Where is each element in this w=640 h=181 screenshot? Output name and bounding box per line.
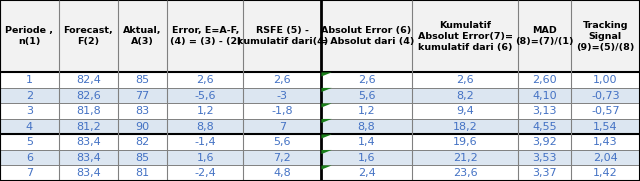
Text: 4: 4 xyxy=(26,122,33,132)
Polygon shape xyxy=(321,88,332,92)
Text: 3,37: 3,37 xyxy=(532,168,557,178)
Text: 1,2: 1,2 xyxy=(358,106,376,116)
Text: Tracking
Signal
(9)=(5)/(8): Tracking Signal (9)=(5)/(8) xyxy=(576,21,634,52)
Text: RSFE (5) -
kumulatif dari(4): RSFE (5) - kumulatif dari(4) xyxy=(237,26,328,46)
Text: 77: 77 xyxy=(136,91,150,101)
Text: 4,10: 4,10 xyxy=(532,91,557,101)
Text: 3: 3 xyxy=(26,106,33,116)
Text: 23,6: 23,6 xyxy=(452,168,477,178)
Text: 19,6: 19,6 xyxy=(452,137,477,147)
Text: 5: 5 xyxy=(26,137,33,147)
Text: 3,13: 3,13 xyxy=(532,106,557,116)
Text: 8,2: 8,2 xyxy=(456,91,474,101)
Text: 4,55: 4,55 xyxy=(532,122,557,132)
Text: 82: 82 xyxy=(136,137,150,147)
Text: 1,43: 1,43 xyxy=(593,137,618,147)
Text: 2: 2 xyxy=(26,91,33,101)
Text: 83,4: 83,4 xyxy=(76,153,101,163)
Text: 1,6: 1,6 xyxy=(196,153,214,163)
Text: MAD
(8)=(7)/(1): MAD (8)=(7)/(1) xyxy=(515,26,573,46)
Text: Kumulatif
Absolut Error(7)=
kumulatif dari (6): Kumulatif Absolut Error(7)= kumulatif da… xyxy=(417,21,513,52)
Text: 85: 85 xyxy=(136,75,150,85)
Text: 1,6: 1,6 xyxy=(358,153,375,163)
Text: 5,6: 5,6 xyxy=(358,91,375,101)
Text: 83: 83 xyxy=(136,106,150,116)
Text: Forecast,
F(2): Forecast, F(2) xyxy=(63,26,113,46)
Text: 1,2: 1,2 xyxy=(196,106,214,116)
Text: 1,4: 1,4 xyxy=(358,137,376,147)
Text: 2,6: 2,6 xyxy=(456,75,474,85)
Bar xyxy=(0,0,640,72)
Polygon shape xyxy=(321,150,332,154)
Text: 8,8: 8,8 xyxy=(196,122,214,132)
Text: 1: 1 xyxy=(26,75,33,85)
Text: Aktual,
A(3): Aktual, A(3) xyxy=(124,26,162,46)
Text: -0,57: -0,57 xyxy=(591,106,620,116)
Bar xyxy=(0,165,640,181)
Text: 90: 90 xyxy=(136,122,150,132)
Text: -2,4: -2,4 xyxy=(195,168,216,178)
Text: 81,2: 81,2 xyxy=(76,122,101,132)
Text: 81,8: 81,8 xyxy=(76,106,101,116)
Text: Periode ,
n(1): Periode , n(1) xyxy=(6,26,54,46)
Text: 4,8: 4,8 xyxy=(273,168,291,178)
Text: -1,4: -1,4 xyxy=(195,137,216,147)
Text: 2,6: 2,6 xyxy=(274,75,291,85)
Text: 9,4: 9,4 xyxy=(456,106,474,116)
Text: 5,6: 5,6 xyxy=(274,137,291,147)
Text: -5,6: -5,6 xyxy=(195,91,216,101)
Text: 7: 7 xyxy=(279,122,286,132)
Bar xyxy=(0,119,640,134)
Text: 82,4: 82,4 xyxy=(76,75,101,85)
Text: 21,2: 21,2 xyxy=(452,153,477,163)
Bar xyxy=(0,134,640,150)
Text: Absolut Error (6)
= Absolut dari (4): Absolut Error (6) = Absolut dari (4) xyxy=(319,26,414,46)
Text: 1,42: 1,42 xyxy=(593,168,618,178)
Text: 81: 81 xyxy=(136,168,150,178)
Text: -0,73: -0,73 xyxy=(591,91,620,101)
Text: 2,04: 2,04 xyxy=(593,153,618,163)
Text: 2,6: 2,6 xyxy=(196,75,214,85)
Text: 83,4: 83,4 xyxy=(76,168,101,178)
Text: -3: -3 xyxy=(277,91,288,101)
Polygon shape xyxy=(321,165,332,170)
Text: 7,2: 7,2 xyxy=(273,153,291,163)
Polygon shape xyxy=(321,134,332,138)
Text: -1,8: -1,8 xyxy=(271,106,293,116)
Text: 3,53: 3,53 xyxy=(532,153,557,163)
Polygon shape xyxy=(321,119,332,123)
Text: 2,6: 2,6 xyxy=(358,75,376,85)
Bar xyxy=(0,72,640,88)
Text: 1,54: 1,54 xyxy=(593,122,618,132)
Text: 1,00: 1,00 xyxy=(593,75,618,85)
Text: 85: 85 xyxy=(136,153,150,163)
Text: 8,8: 8,8 xyxy=(358,122,376,132)
Text: 7: 7 xyxy=(26,168,33,178)
Text: 83,4: 83,4 xyxy=(76,137,101,147)
Bar xyxy=(0,150,640,165)
Polygon shape xyxy=(321,103,332,108)
Text: 2,60: 2,60 xyxy=(532,75,557,85)
Polygon shape xyxy=(321,72,332,77)
Bar xyxy=(0,88,640,103)
Text: Error, E=A-F,
(4) = (3) - (2): Error, E=A-F, (4) = (3) - (2) xyxy=(170,26,241,46)
Text: 82,6: 82,6 xyxy=(76,91,101,101)
Text: 3,92: 3,92 xyxy=(532,137,557,147)
Bar xyxy=(0,103,640,119)
Text: 6: 6 xyxy=(26,153,33,163)
Text: 18,2: 18,2 xyxy=(452,122,477,132)
Text: 2,4: 2,4 xyxy=(358,168,376,178)
